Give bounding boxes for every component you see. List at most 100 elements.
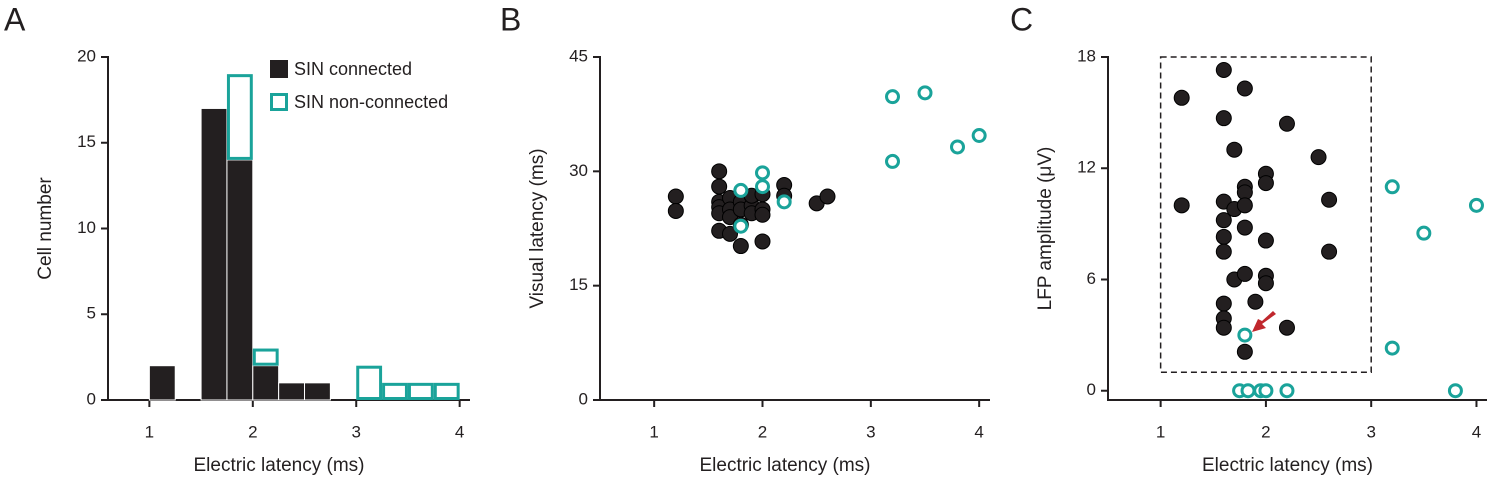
point (1215, 228, 1232, 245)
y-axis-title: Cell number (35, 177, 56, 280)
point (755, 165, 770, 181)
y-tick-label: 15 (569, 275, 588, 294)
x-tick-label: 1 (649, 422, 658, 441)
point (722, 209, 738, 226)
bar (226, 74, 253, 160)
x-axis-title: Electric latency (ms) (699, 455, 870, 476)
x-tick-label: 4 (974, 422, 983, 441)
y-tick-label: 18 (1077, 46, 1096, 65)
y-tick-label: 30 (569, 161, 588, 180)
legend-label: SIN non-connected (294, 92, 448, 112)
point (711, 178, 728, 195)
point (1247, 293, 1264, 310)
y-axis-title: LFP amplitude (μV) (1035, 147, 1056, 311)
point (1215, 319, 1232, 336)
x-axis-title: Electric latency (ms) (1202, 455, 1373, 476)
point (1240, 383, 1256, 399)
legend-label: SIN connected (294, 59, 412, 79)
panel-label: B (500, 1, 521, 37)
y-tick-label: 15 (77, 132, 96, 151)
legend-swatch (270, 60, 288, 78)
point (667, 188, 684, 205)
point (1237, 327, 1253, 343)
x-tick-label: 3 (1366, 422, 1375, 441)
point (1236, 219, 1253, 236)
point (1215, 61, 1232, 78)
point (1173, 197, 1190, 214)
x-axis-title: Electric latency (ms) (193, 455, 364, 476)
bar (382, 382, 408, 401)
bar (278, 382, 306, 401)
x-tick-label: 2 (248, 422, 257, 441)
panel-label: C (1010, 1, 1033, 37)
point (776, 194, 792, 210)
x-tick-label: 2 (758, 422, 767, 441)
legend-swatch (270, 93, 288, 111)
point (1236, 265, 1253, 282)
x-tick-label: 3 (351, 422, 360, 441)
bar (252, 365, 280, 401)
point (1258, 383, 1274, 399)
point (1384, 179, 1400, 195)
point (1447, 383, 1463, 399)
point (732, 238, 749, 255)
annotation-arrow (1252, 311, 1276, 332)
point (754, 206, 771, 223)
bar (304, 382, 331, 401)
x-tick-label: 4 (1472, 422, 1481, 441)
point (1236, 80, 1253, 97)
y-tick-label: 0 (1087, 380, 1096, 399)
y-tick-label: 20 (77, 46, 96, 65)
point (1236, 343, 1253, 360)
point (733, 218, 749, 234)
point (1173, 89, 1190, 106)
point (1226, 141, 1243, 158)
point (1257, 232, 1274, 249)
point (1416, 225, 1432, 241)
y-tick-label: 6 (1087, 269, 1096, 288)
point (885, 89, 900, 105)
y-tick-label: 45 (569, 46, 588, 65)
y-tick-label: 10 (77, 218, 96, 237)
x-tick-label: 1 (1156, 422, 1165, 441)
point (711, 163, 728, 180)
point (819, 188, 836, 205)
y-tick-label: 0 (87, 389, 96, 408)
point (1310, 149, 1327, 166)
bar (148, 365, 176, 401)
point (755, 179, 770, 195)
x-tick-label: 1 (145, 422, 154, 441)
point (1215, 110, 1232, 127)
point (917, 85, 933, 101)
point (1215, 243, 1232, 260)
x-tick-label: 4 (455, 422, 464, 441)
point (1257, 275, 1274, 292)
point (667, 202, 684, 219)
point (1215, 295, 1232, 312)
y-tick-label: 5 (87, 304, 96, 323)
bar (407, 382, 434, 401)
bar (252, 348, 279, 366)
point (733, 182, 749, 198)
point (1278, 115, 1295, 132)
point (1215, 212, 1232, 229)
point (1468, 197, 1484, 213)
point (885, 153, 900, 169)
point (950, 139, 965, 155)
bar (200, 107, 228, 401)
point (971, 128, 987, 144)
point (754, 233, 771, 250)
x-tick-label: 3 (866, 422, 875, 441)
point (1384, 340, 1400, 356)
y-tick-label: 0 (579, 389, 588, 408)
highlight-region (1159, 56, 1372, 373)
panel-label: A (4, 1, 26, 37)
y-axis-title: Visual latency (ms) (527, 148, 548, 308)
point (1257, 175, 1274, 192)
bar (356, 365, 383, 401)
point (1236, 197, 1253, 214)
bar (433, 382, 460, 401)
point (1279, 383, 1295, 399)
